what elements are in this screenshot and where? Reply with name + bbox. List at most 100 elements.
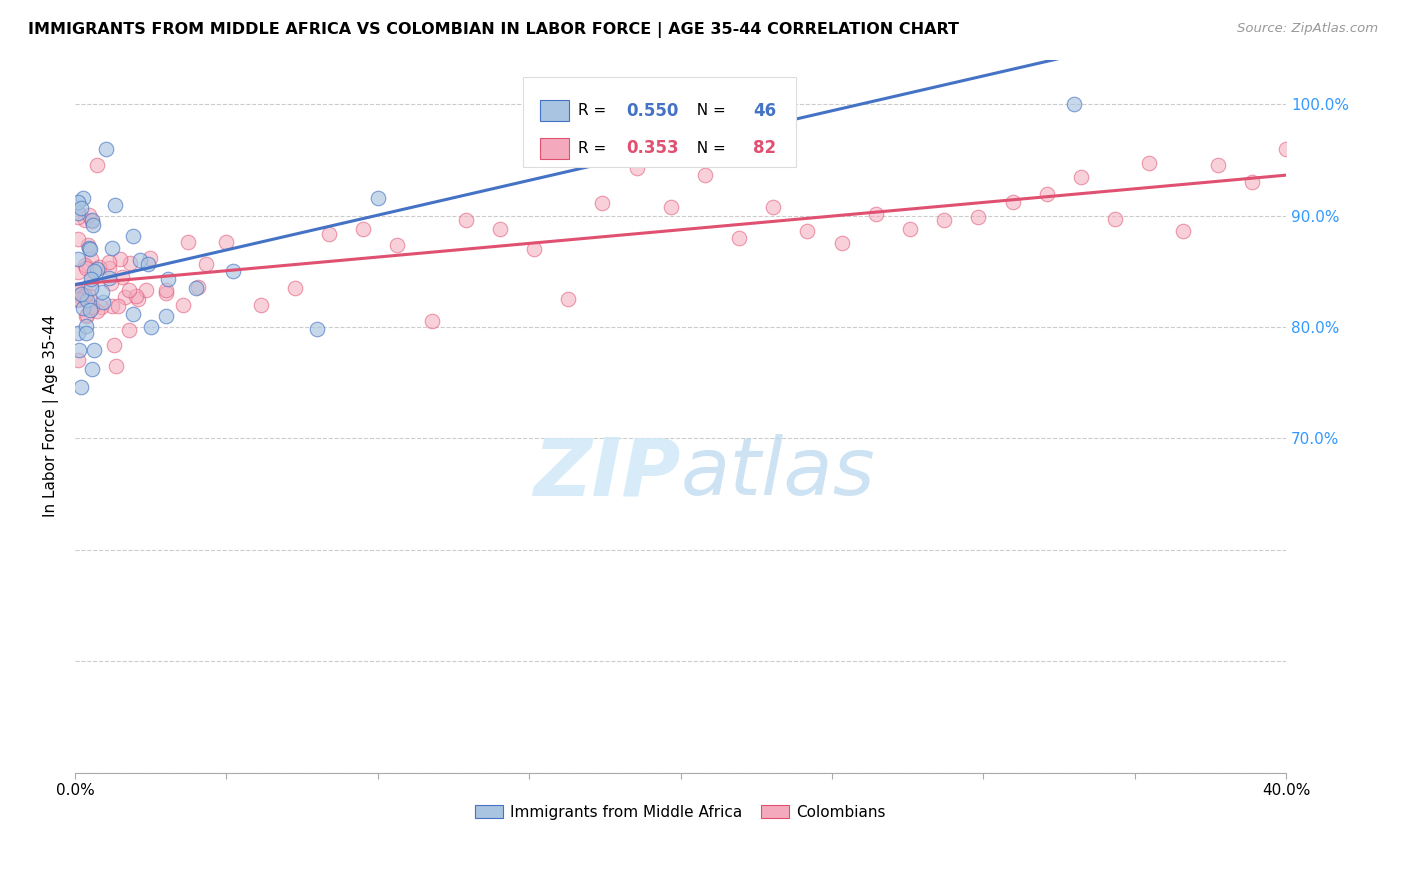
- Point: [186, 281, 208, 295]
- Point: [1137, 156, 1160, 170]
- Text: 0.550: 0.550: [626, 102, 679, 120]
- Point: [934, 213, 956, 227]
- Point: [79, 302, 101, 317]
- Point: [77, 238, 100, 252]
- Point: [86, 262, 108, 277]
- Point: [139, 251, 162, 265]
- Point: [122, 228, 145, 243]
- Point: [67, 293, 90, 308]
- Point: [76, 308, 98, 322]
- Point: [79, 276, 101, 290]
- Point: [86, 304, 108, 318]
- Point: [79, 208, 101, 222]
- Point: [194, 257, 217, 271]
- Point: [80, 272, 103, 286]
- Point: [67, 210, 90, 224]
- Point: [97, 271, 120, 285]
- Text: N =: N =: [686, 141, 730, 156]
- Point: [70, 286, 93, 301]
- Point: [72, 191, 94, 205]
- Point: [693, 169, 716, 183]
- Point: [1070, 169, 1092, 184]
- Point: [762, 200, 785, 214]
- Point: [103, 198, 125, 212]
- Point: [67, 285, 90, 300]
- Point: [76, 293, 98, 307]
- Text: 82: 82: [754, 139, 776, 157]
- Y-axis label: In Labor Force | Age 35-44: In Labor Force | Age 35-44: [44, 315, 59, 517]
- Point: [67, 343, 90, 358]
- Point: [80, 213, 103, 227]
- FancyBboxPatch shape: [540, 137, 569, 159]
- Point: [67, 326, 90, 340]
- Point: [1104, 212, 1126, 227]
- Point: [79, 242, 101, 256]
- Point: [80, 252, 103, 267]
- Point: [155, 283, 177, 297]
- Point: [122, 307, 145, 321]
- Point: [118, 255, 141, 269]
- Point: [215, 235, 238, 249]
- Point: [67, 285, 90, 299]
- Point: [307, 322, 329, 336]
- Point: [73, 288, 96, 302]
- Point: [489, 222, 512, 236]
- Point: [67, 206, 90, 220]
- Point: [831, 236, 853, 251]
- Point: [75, 318, 97, 333]
- Point: [669, 97, 692, 112]
- Point: [221, 264, 243, 278]
- Text: R =: R =: [578, 103, 610, 118]
- Point: [83, 264, 105, 278]
- Point: [77, 289, 100, 303]
- Point: [523, 242, 546, 256]
- Point: [86, 158, 108, 172]
- Text: 46: 46: [754, 102, 776, 120]
- Point: [75, 260, 97, 275]
- Point: [75, 258, 97, 272]
- Point: [100, 241, 122, 255]
- Point: [67, 194, 90, 209]
- Point: [75, 310, 97, 324]
- Point: [1063, 97, 1085, 112]
- Point: [87, 260, 110, 274]
- Point: [67, 288, 90, 302]
- Point: [96, 142, 118, 156]
- Point: [77, 241, 100, 255]
- Legend: Immigrants from Middle Africa, Colombians: Immigrants from Middle Africa, Colombian…: [470, 798, 891, 826]
- Point: [249, 298, 271, 312]
- Point: [82, 218, 104, 232]
- Point: [654, 97, 676, 112]
- Point: [101, 299, 124, 313]
- Point: [352, 222, 374, 236]
- Text: N =: N =: [686, 103, 730, 118]
- Point: [69, 202, 91, 216]
- Point: [70, 380, 93, 394]
- Point: [187, 280, 209, 294]
- Point: [626, 161, 648, 176]
- Point: [898, 222, 921, 236]
- Point: [127, 292, 149, 306]
- Text: IMMIGRANTS FROM MIDDLE AFRICA VS COLOMBIAN IN LABOR FORCE | AGE 35-44 CORRELATIO: IMMIGRANTS FROM MIDDLE AFRICA VS COLOMBI…: [28, 22, 959, 38]
- Point: [67, 232, 90, 246]
- Point: [135, 283, 157, 297]
- Point: [1035, 187, 1057, 202]
- Point: [591, 195, 613, 210]
- Point: [1001, 194, 1024, 209]
- Point: [110, 252, 132, 266]
- Point: [80, 362, 103, 376]
- Point: [318, 227, 340, 241]
- Point: [72, 301, 94, 315]
- Point: [107, 299, 129, 313]
- Point: [967, 211, 990, 225]
- Point: [796, 224, 818, 238]
- Point: [1173, 224, 1195, 238]
- Point: [177, 235, 200, 250]
- Point: [659, 200, 682, 214]
- Point: [110, 269, 132, 284]
- Point: [557, 292, 579, 306]
- Point: [75, 289, 97, 303]
- FancyBboxPatch shape: [523, 78, 796, 167]
- Point: [90, 301, 112, 315]
- Point: [114, 290, 136, 304]
